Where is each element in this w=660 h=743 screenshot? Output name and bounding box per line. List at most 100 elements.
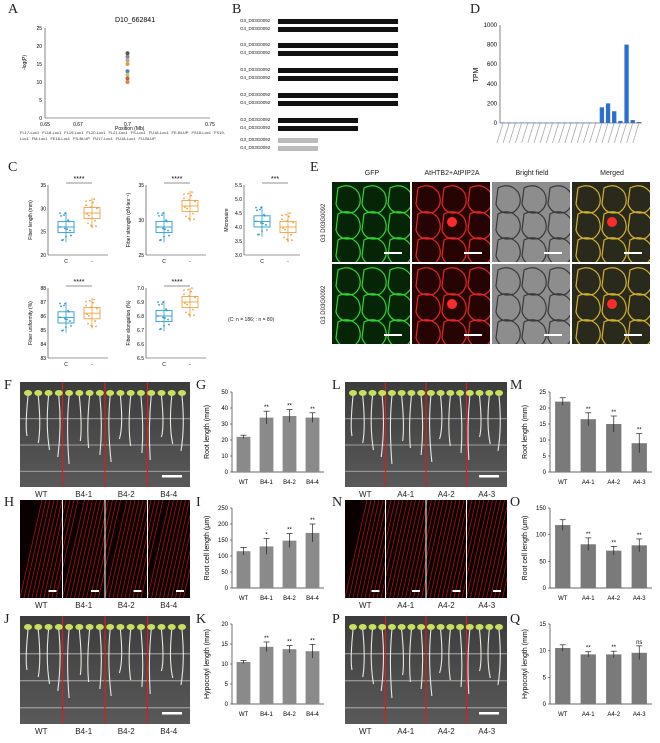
- panel-n-line-label: A4-3: [478, 601, 496, 610]
- bar-chart-ytick: 0: [225, 586, 229, 592]
- panel-c-point: [188, 313, 190, 316]
- panel-letter-b: B: [232, 2, 242, 17]
- panel-c-point: [158, 304, 160, 306]
- panel-a-legend-entry: FM-Loc1: [31, 136, 48, 141]
- panel-c-ytick: 4.0: [235, 225, 242, 231]
- panel-c-point: [69, 320, 71, 322]
- panel-letter-i: I: [196, 495, 201, 510]
- panel-c-ylabel: Fiber elongation (%): [126, 300, 132, 345]
- bar-category-label: A4-3: [633, 480, 646, 486]
- panel-c-point: [260, 222, 262, 224]
- panel-a-xlabel: Position (Mb): [115, 126, 145, 132]
- bar-chart-ytick: 20: [221, 622, 228, 628]
- panel-c-point: [64, 212, 66, 215]
- panel-g-chart: 0 10 20 30 40 50 Root length (mm) WT ** B4-1 ** B4-…: [204, 390, 324, 486]
- panel-f-line-label: B4-4: [160, 490, 178, 499]
- bar-category-label: B4-1: [260, 596, 273, 602]
- panel-c-point: [60, 215, 62, 217]
- panel-c-ytick: 35: [40, 183, 46, 189]
- panel-a-legend-entry: FS19-Loc1: [20, 130, 225, 141]
- panel-b-row-label: G3_D03G0092: [240, 117, 271, 122]
- bar-category-label: A4-2: [607, 596, 620, 602]
- bar-category-label: A4-1: [582, 712, 595, 718]
- panel-c-point: [157, 212, 159, 215]
- panel-h-line-label: B4-2: [117, 601, 135, 610]
- panel-a-legend-entry: FE-BLUP: [171, 130, 189, 135]
- panel-d-ytick: 0: [494, 121, 498, 127]
- panel-c-point: [68, 311, 70, 313]
- panel-c-point: [189, 218, 191, 221]
- panel-h-line-label: B4-1: [75, 601, 93, 610]
- panel-a-xtick: 0.65: [40, 122, 50, 128]
- panel-a-ytick: 15: [36, 62, 42, 68]
- panel-e-column-header: Merged: [600, 170, 624, 177]
- panel-c-point: [85, 200, 87, 203]
- panel-c-point: [88, 314, 90, 317]
- panel-d-category-tick: [545, 122, 553, 144]
- panel-d-category-tick: [502, 122, 510, 144]
- significance-label: **: [310, 638, 315, 644]
- bar: [282, 416, 297, 472]
- panel-d-category-tick: [595, 122, 603, 144]
- bar-category-label: WT: [239, 596, 249, 602]
- panel-b-sequence-bar: [278, 43, 398, 48]
- panel-f-line-label: B4-1: [75, 490, 93, 499]
- significance-label: **: [611, 645, 616, 651]
- panel-d-category-tick: [558, 122, 566, 144]
- panel-c-point: [61, 329, 63, 332]
- panel-c-category: C: [260, 259, 264, 265]
- panel-c-point: [264, 215, 266, 217]
- panel-c-point: [59, 302, 61, 305]
- panel-c-point: [157, 315, 159, 317]
- bar: [631, 545, 647, 588]
- panel-c-ylabel: Fiber uniformity (%): [28, 301, 34, 345]
- panel-c-category: -: [287, 259, 289, 265]
- panel-j-line-label: B4-2: [117, 727, 135, 736]
- panel-c-point: [157, 301, 159, 304]
- panel-e-image: [572, 182, 650, 262]
- panel-letter-f: F: [4, 378, 12, 393]
- panel-c-point: [95, 225, 97, 228]
- panel-c-point: [186, 207, 188, 210]
- panel-letter-m: M: [510, 378, 523, 393]
- panel-letter-g: G: [196, 378, 207, 393]
- panel-c-box-plot: 3.0 3.5 4.0 4.5 5.0 5.5 Micronaire C - ***: [224, 176, 300, 265]
- panel-c-point: [69, 229, 71, 232]
- panel-a-xtick: 0.67: [73, 122, 83, 128]
- panel-d-ytick: 600: [487, 62, 498, 68]
- panel-b-sequence-bar: [278, 27, 398, 32]
- panel-c-point: [190, 194, 192, 197]
- panel-a-legend-entry: FL18-Loc1: [42, 130, 62, 135]
- panel-letter-h: H: [4, 495, 15, 510]
- bar: [305, 532, 320, 588]
- panel-c-point: [85, 204, 87, 207]
- panel-p-line-label: WT: [359, 727, 372, 736]
- panel-c-point: [266, 229, 268, 231]
- panel-c-point: [59, 316, 61, 319]
- panel-e-image: [332, 264, 410, 344]
- panel-c-point: [255, 206, 257, 209]
- bar-chart-ytick: 50: [221, 570, 228, 576]
- significance-label: *: [265, 532, 268, 538]
- bar-chart-ytick: 20: [539, 406, 546, 412]
- panel-b-sequence-bar: [278, 93, 398, 98]
- panel-c-point: [256, 209, 258, 212]
- panel-a-legend-entry: FE18-Loc1: [50, 136, 71, 141]
- panel-c-point: [285, 213, 287, 216]
- panel-c-point: [286, 220, 288, 222]
- panel-b-sequence-bar: [278, 126, 358, 131]
- panel-c-point: [90, 224, 92, 227]
- panel-c-point: [85, 300, 87, 303]
- bar: [236, 551, 251, 588]
- significance-label: **: [611, 410, 616, 416]
- panel-d-category-tick: [508, 122, 516, 144]
- panel-e-column-header: Bright field: [515, 170, 549, 177]
- panel-c-point: [193, 314, 195, 317]
- panel-a-point: [125, 72, 130, 77]
- panel-c-ytick: 84: [40, 342, 46, 348]
- panel-a-xtick: 0.7: [124, 122, 131, 128]
- bar-chart-ytick: 10: [221, 662, 228, 668]
- bar-chart-ytick: 10: [539, 438, 546, 444]
- bar-chart-ytick: 100: [536, 533, 547, 539]
- panel-letter-o: O: [510, 495, 521, 510]
